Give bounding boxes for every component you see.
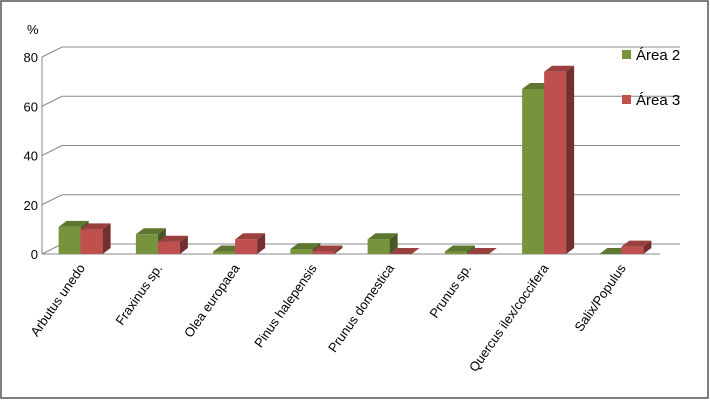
- bar-face: [235, 233, 266, 240]
- y-axis-label: %: [27, 22, 39, 37]
- bar: [367, 233, 398, 254]
- grid-line: [41, 46, 680, 58]
- bar-face: [58, 220, 89, 227]
- bar-face: [290, 249, 313, 254]
- bar-face: [389, 233, 398, 254]
- legend-swatch: [622, 50, 631, 59]
- bar-face: [135, 234, 158, 254]
- bar-face: [80, 229, 103, 254]
- bar-face: [466, 248, 497, 254]
- bar-face: [312, 245, 343, 252]
- y-tick-label: 20: [24, 198, 38, 213]
- bar-face: [58, 226, 81, 254]
- bar: [621, 240, 652, 254]
- bar-face: [466, 245, 475, 254]
- y-tick-label: 0: [31, 247, 38, 262]
- bar: [544, 65, 575, 255]
- y-tick-label: 60: [24, 99, 38, 114]
- y-tick-label: 80: [24, 50, 38, 65]
- bar-face: [444, 251, 467, 254]
- bar-face: [257, 233, 266, 254]
- bar-face: [544, 65, 575, 72]
- bar: [312, 245, 343, 254]
- bar-face: [389, 248, 420, 254]
- bar-face: [135, 228, 166, 235]
- bar: [80, 223, 111, 254]
- bar-face: [213, 251, 236, 254]
- legend-label: Área 2: [636, 47, 680, 64]
- bar-face: [235, 239, 258, 254]
- bar-face: [157, 235, 188, 242]
- bar: [466, 248, 497, 254]
- y-tick-label: 40: [24, 149, 38, 164]
- bar-face: [334, 245, 343, 254]
- bar-face: [444, 245, 475, 252]
- bar-face: [367, 233, 398, 240]
- bar: [444, 245, 475, 254]
- grid-line: [41, 145, 680, 156]
- grid-line: [41, 194, 680, 206]
- bar-face: [367, 239, 390, 254]
- legend-label: Área 3: [636, 92, 680, 109]
- bar-face: [312, 251, 335, 254]
- bar-face: [102, 223, 111, 254]
- bar-face: [157, 241, 180, 254]
- bar-face: [179, 235, 188, 254]
- legend-swatch: [622, 95, 631, 104]
- bar: [235, 233, 266, 254]
- bar-face: [621, 246, 644, 254]
- bar: [389, 248, 420, 254]
- bar-face: [566, 65, 575, 255]
- bar-face: [621, 240, 652, 247]
- bar-face: [544, 71, 567, 255]
- grid-line: [41, 95, 680, 107]
- bar-face: [80, 223, 111, 230]
- bar-face: [522, 89, 545, 254]
- bar-face: [290, 243, 321, 250]
- bar-face: [643, 240, 652, 254]
- bar: [157, 235, 188, 254]
